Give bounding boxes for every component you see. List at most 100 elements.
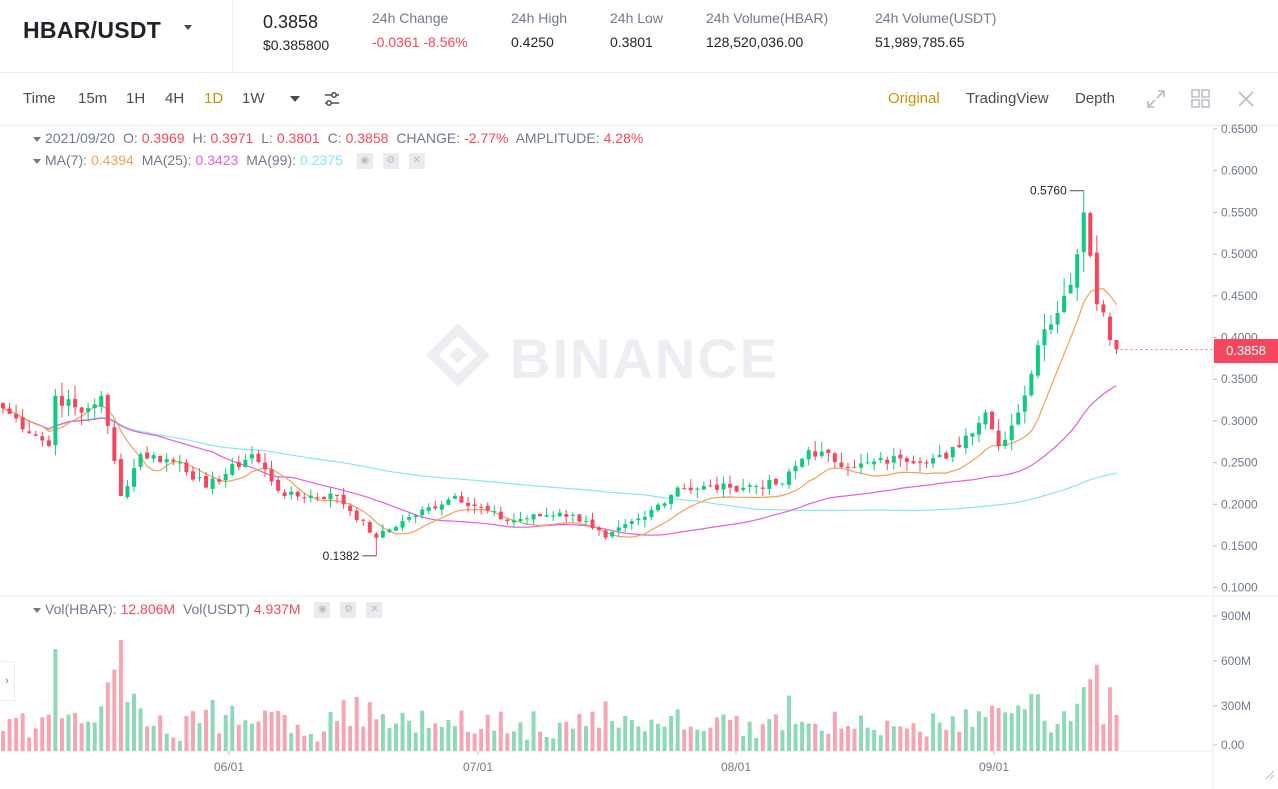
volume-bar: [793, 723, 798, 751]
candle-body: [256, 453, 261, 463]
volume-bar: [27, 737, 32, 751]
expand-panel-chevron-right-icon[interactable]: ›: [0, 661, 15, 701]
ma7-path: [2, 288, 1117, 538]
candle-body: [570, 514, 575, 516]
candle-body: [276, 479, 281, 491]
candle-body: [420, 509, 425, 516]
candle-body: [629, 521, 634, 524]
ticker-header: HBAR/USDT 0.3858 $0.385800 24h Change -0…: [0, 0, 1278, 73]
candle-body: [603, 530, 608, 538]
candle-body: [413, 515, 418, 518]
pair-selector[interactable]: HBAR/USDT: [23, 17, 162, 43]
visibility-eye-icon[interactable]: ◉: [314, 602, 331, 619]
view-tradingview[interactable]: TradingView: [966, 90, 1049, 107]
volume-bar: [92, 722, 97, 751]
candle-body: [1068, 284, 1073, 294]
ma25-value: 0.3423: [195, 152, 239, 168]
candle-body: [492, 511, 497, 513]
interval-time[interactable]: Time: [23, 90, 56, 107]
candle-body: [472, 504, 477, 507]
candle-body: [210, 478, 215, 489]
view-depth[interactable]: Depth: [1075, 90, 1116, 107]
remove-close-icon[interactable]: ✕: [366, 602, 383, 619]
candle-body: [1029, 373, 1034, 396]
candle-body: [407, 517, 412, 520]
volume-bar: [1029, 693, 1034, 751]
volume-bar: [990, 705, 995, 751]
volume-bar: [773, 714, 778, 751]
volume-bar: [217, 733, 222, 751]
volume-bar: [577, 713, 582, 751]
candle-body: [826, 449, 831, 454]
candle-body: [996, 430, 1001, 446]
volume-bar: [374, 719, 379, 751]
volume-bar: [787, 695, 791, 751]
volume-bar: [970, 726, 975, 751]
volume-bar: [505, 733, 510, 751]
vol-tick-label: 0.00: [1221, 738, 1245, 752]
settings-gear-icon[interactable]: ⚙: [340, 602, 357, 619]
interval-4h[interactable]: 4H: [165, 90, 185, 107]
interval-1d[interactable]: 1D: [204, 90, 224, 107]
visibility-eye-icon[interactable]: ◉: [356, 153, 373, 170]
volume-bar: [721, 714, 726, 751]
candle-body: [236, 462, 241, 468]
volume-bar: [1107, 687, 1112, 751]
candle-body: [452, 495, 457, 499]
candle-body: [924, 462, 929, 464]
volume-bar: [308, 734, 313, 751]
volume-bar: [367, 702, 372, 751]
candle-body: [158, 455, 163, 463]
volume-bar: [525, 739, 529, 751]
volume-bar: [1009, 713, 1014, 751]
volume-bar: [46, 714, 51, 751]
volume-bar: [33, 728, 38, 751]
volume-bar: [459, 710, 464, 751]
y-tick-label: 0.2500: [1221, 456, 1258, 470]
chevron-down-icon[interactable]: [184, 25, 192, 30]
collapse-chevron-icon[interactable]: [33, 158, 41, 164]
volume-bar: [564, 721, 569, 751]
volume-bar: [171, 737, 176, 751]
settings-sliders-icon[interactable]: [323, 90, 341, 108]
settings-gear-icon[interactable]: ⚙: [382, 153, 399, 170]
volume-bar: [734, 716, 739, 751]
collapse-chevron-icon[interactable]: [33, 607, 41, 613]
volume-bar: [1049, 732, 1053, 751]
volume-bar: [669, 716, 674, 751]
volume-bar: [446, 719, 451, 751]
stat-value-24h-volume-hbar: 128,520,036.00: [706, 34, 804, 50]
candle-body: [59, 396, 64, 406]
grid-layout-icon[interactable]: [1190, 88, 1212, 110]
candle-body: [793, 465, 798, 472]
candle-body: [92, 404, 97, 409]
high-value: 0.3971: [210, 130, 254, 146]
volume-bar: [420, 710, 425, 751]
interval-15m[interactable]: 15m: [78, 90, 108, 107]
candle-body: [741, 487, 746, 490]
interval-1h[interactable]: 1H: [126, 90, 146, 107]
close-icon[interactable]: [1235, 88, 1257, 110]
ohlc-date: 2021/09/20: [45, 130, 116, 146]
volume-bar: [125, 701, 130, 751]
candle-body: [86, 408, 91, 412]
candle-body: [852, 466, 857, 468]
candle-body: [531, 514, 536, 520]
view-original[interactable]: Original: [888, 90, 940, 107]
volume-bar: [754, 737, 759, 751]
collapse-chevron-icon[interactable]: [33, 136, 41, 142]
last-price: 0.3858: [263, 12, 319, 32]
y-tick-label: 0.5500: [1221, 205, 1258, 219]
candle-body: [177, 462, 182, 464]
fullscreen-icon[interactable]: [1145, 88, 1167, 110]
remove-close-icon[interactable]: ✕: [408, 153, 425, 170]
more-intervals-chevron-down-icon[interactable]: [290, 96, 300, 102]
candle-body: [164, 459, 169, 463]
interval-1w[interactable]: 1W: [242, 90, 265, 107]
y-tick-label: 0.1500: [1221, 539, 1258, 553]
volume-bar: [479, 728, 484, 751]
volume-bar: [819, 730, 824, 751]
candle-body: [184, 462, 189, 473]
candle-body: [885, 459, 890, 464]
